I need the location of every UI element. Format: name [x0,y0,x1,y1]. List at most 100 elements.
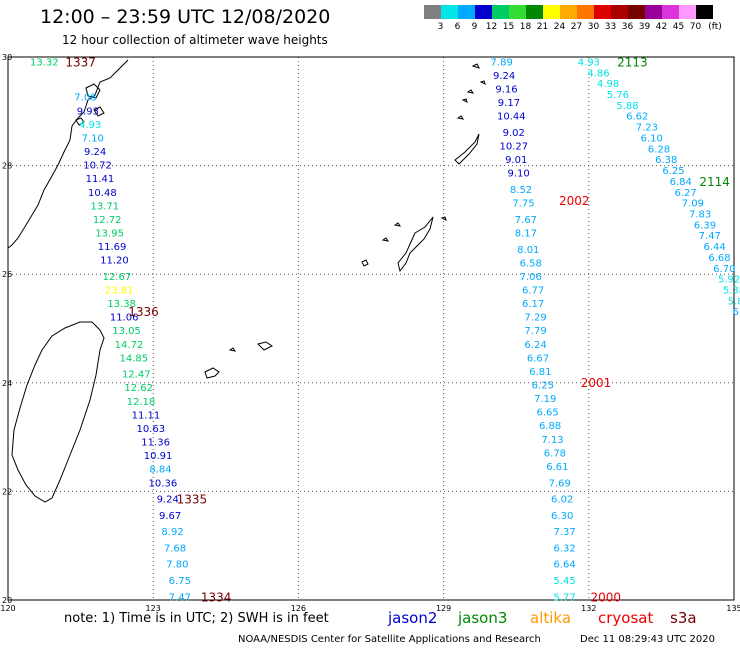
map-subtitle: 12 hour collection of altimeter wave hei… [62,33,328,47]
wave-height-value: 6.32 [553,543,575,554]
wave-height-value: 8.84 [149,465,171,476]
wave-height-value: 7.69 [549,478,571,489]
wave-height-value: 12.72 [93,215,122,226]
wave-height-value: 7.83 [689,209,711,220]
wave-height-value: 10.72 [83,161,112,172]
pass-time-label: 2114 [699,175,730,189]
pass-time-label: 1337 [65,55,96,69]
pass-time-label: 1335 [177,493,208,507]
scale-swatch [560,5,577,19]
note-text: note: 1) Time is in UTC; 2) SWH is in fe… [64,611,329,626]
scale-label: 12 [485,22,498,32]
wave-height-value: 14.72 [115,340,144,351]
satellite-legend-altika: altika [530,609,572,627]
wave-height-value: 11.41 [86,174,115,185]
wave-height-value: 9.93 [77,106,99,117]
okinawa [397,216,434,273]
scale-label: 27 [570,22,583,32]
wave-height-value: 7.37 [553,527,575,538]
wave-height-value: 7.10 [82,133,104,144]
wave-height-value: 6.39 [694,220,716,231]
scale-swatch [543,5,560,19]
pass-time-label: 1334 [201,590,232,604]
timestamp-text: Dec 11 08:29:43 UTC 2020 [580,634,715,645]
wave-height-value: 11.11 [132,410,161,421]
wave-height-value: 4.93 [79,120,101,131]
pass-time-label: 2001 [581,376,612,390]
wave-height-value: 6.64 [553,560,575,571]
map-frame [7,56,735,601]
wave-height-value: 7.09 [682,199,704,210]
latitude-label: 28 [2,162,12,171]
pass-time-label: 2113 [617,55,648,69]
wave-height-value: 6.68 [708,253,730,264]
wave-height-value: 4.93 [578,57,600,68]
wave-height-value: 12.62 [124,383,153,394]
wave-height-value: 6.25 [532,381,554,392]
wave-height-value: 13.38 [107,299,136,310]
taiwan-coast [11,321,105,503]
wave-height-value: 9.17 [498,98,520,109]
wave-height-value: 10.44 [497,112,526,123]
satellite-legend-jason3: jason3 [458,609,508,627]
wave-height-value: 6.75 [169,576,191,587]
scale-swatch [662,5,679,19]
scale-swatch [696,5,713,19]
wave-height-value: 6.84 [670,177,692,188]
satellite-legend-jason2: jason2 [388,609,438,627]
wave-height-value: 6.67 [527,353,549,364]
wave-height-value: 7.08 [74,93,96,104]
scale-swatch [441,5,458,19]
wave-height-value: 8.01 [517,245,539,256]
scale-swatch [526,5,543,19]
satellite-legend-s3a: s3a [670,609,697,627]
small-islands [361,63,486,267]
wave-height-value: 7.47 [169,592,191,603]
wave-height-value: 10.63 [136,424,165,435]
wave-height-value: 7.80 [166,560,188,571]
wave-height-value: 9.02 [503,128,525,139]
wave-height-value: 7.13 [541,435,563,446]
wave-height-value: 6.02 [551,495,573,506]
wave-height-value: 11.69 [98,242,127,253]
pass-time-label: 2002 [559,194,590,208]
wave-height-value: 11.06 [110,313,139,324]
credit-text: NOAA/NESDIS Center for Satellite Applica… [238,634,541,645]
wave-height-value: 6.81 [529,367,551,378]
wave-height-value: 5.92 [718,275,740,286]
wave-height-value: 5.38 [723,285,740,296]
longitude-label: 123 [146,604,161,613]
wave-height-value: 23.81 [105,285,134,296]
scale-swatch [645,5,662,19]
wave-height-value: 6.20 [733,307,740,318]
satellite-legend-cryosat: cryosat [598,609,654,627]
wave-height-value: 11.36 [141,438,170,449]
wave-height-value: 13.32 [30,57,59,68]
scale-swatch [628,5,645,19]
wave-height-value: 12.47 [122,370,151,381]
wave-height-value: 13.71 [90,201,119,212]
zhoushan-islands [75,83,105,126]
wave-height-value: 8.52 [510,185,532,196]
wave-height-value: 10.48 [88,188,117,199]
wave-height-value: 9.24 [84,147,106,158]
latitude-label: 22 [2,487,12,496]
wave-height-value: 11.20 [100,256,129,267]
yaeyama [204,341,273,379]
wave-height-value: 6.65 [537,408,559,419]
wave-height-value: 7.29 [524,313,546,324]
scale-label: 9 [471,22,478,32]
scale-label: 45 [672,22,685,32]
scale-unit: (ft) [708,22,722,32]
wave-height-value: 8.17 [515,228,537,239]
wave-height-value: 4.86 [587,68,609,79]
satellite-tracks: 13.32 7.47 6.75 7.80 7.68 8.92 9.67 9.24 10.36 8.… [30,55,740,604]
wave-height-value: 6.62 [626,112,648,123]
wave-height-value: 6.27 [674,188,696,199]
wave-height-value: 14.85 [120,353,149,364]
wave-height-value: 9.24 [493,71,515,82]
coastlines [7,59,486,503]
wave-height-value: 12.18 [127,397,156,408]
wave-height-value: 6.44 [704,242,726,253]
axis-labels: 120 123 126 129 132 135 30 28 26 24 22 20 [0,53,740,613]
